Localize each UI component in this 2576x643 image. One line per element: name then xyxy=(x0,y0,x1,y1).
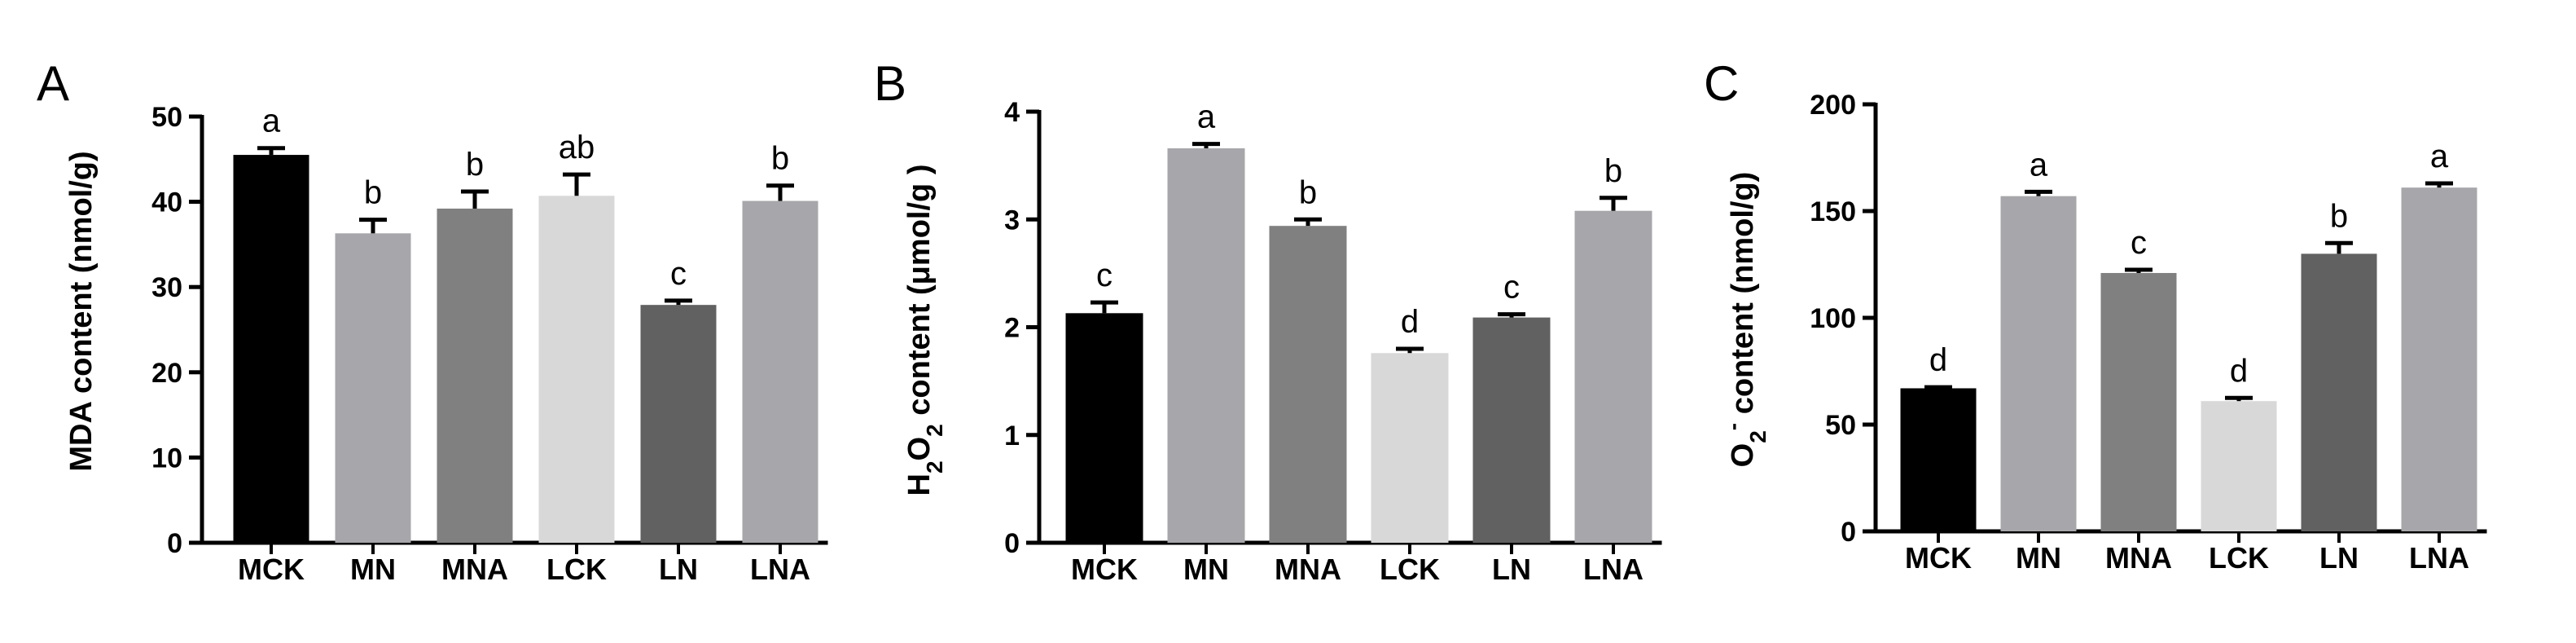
significance-letter: a xyxy=(2430,139,2449,174)
bar-mn xyxy=(335,233,411,543)
bar-mck xyxy=(1900,388,1977,531)
bar-mn xyxy=(1167,148,1245,543)
x-tick-label: LNA xyxy=(2409,541,2469,575)
y-tick-label: 1 xyxy=(1004,421,1020,451)
x-tick-label: LN xyxy=(2319,541,2359,575)
y-tick-label: 3 xyxy=(1004,205,1020,236)
x-tick-label: MCK xyxy=(1905,541,1972,575)
significance-letter: ab xyxy=(559,130,595,165)
y-tick-label: 40 xyxy=(151,187,182,218)
y-label-o: O xyxy=(1726,443,1760,468)
x-tick-label: LN xyxy=(659,553,698,586)
bar-lck xyxy=(1371,353,1449,543)
significance-letter: a xyxy=(1197,99,1216,135)
bar-mna xyxy=(1269,226,1347,543)
panel-a: A MDA content (nmol/g) 0 10 20 30 40 50 a MCK b M… xyxy=(37,56,828,586)
y-tick-label: 4 xyxy=(1004,97,1020,128)
bar-mna xyxy=(437,208,513,543)
x-tick-label: LNA xyxy=(1583,553,1643,586)
significance-letter: c xyxy=(2131,225,2147,261)
x-tick-label: MN xyxy=(2016,541,2061,575)
x-tick-label: MCK xyxy=(1071,553,1138,586)
y-label-rest: content (nmol/g) xyxy=(1726,172,1760,423)
significance-letter: c xyxy=(1096,258,1112,293)
significance-letter: b xyxy=(771,141,789,177)
significance-letter: b xyxy=(2330,198,2348,234)
y-tick-label: 200 xyxy=(1810,90,1856,121)
y-tick-label: 50 xyxy=(1825,410,1856,441)
bar-lna xyxy=(1574,210,1652,543)
y-tick-label: 0 xyxy=(1841,517,1856,548)
y-tick-label: 150 xyxy=(1810,196,1856,227)
bar-lck xyxy=(2201,401,2277,531)
significance-letter: c xyxy=(1503,270,1520,306)
significance-letter: c xyxy=(670,256,687,292)
significance-letter: b xyxy=(364,175,382,211)
y-label-h: H xyxy=(902,473,937,495)
significance-letter: d xyxy=(1929,342,1947,378)
x-tick-label: LN xyxy=(1492,553,1531,586)
panel-letter: C xyxy=(1704,56,1739,111)
panel-b: B H2O2 content (μmol/g ) 01234cMCKaMNbMN… xyxy=(874,56,1662,586)
x-tick-label: LCK xyxy=(2209,541,2269,575)
significance-letter: b xyxy=(1299,174,1317,210)
y-label-sub-2: 2 xyxy=(1745,430,1771,443)
y-label-sup-minus: - xyxy=(1720,423,1745,430)
y-axis-label: MDA content (nmol/g) xyxy=(64,151,99,471)
bar-mna xyxy=(2100,272,2177,531)
x-tick-label: MN xyxy=(1183,553,1229,586)
significance-letter: d xyxy=(2230,353,2248,389)
panel-c: C O2- content (nmol/g) 0 50 100 150 200 d MCK a… xyxy=(1704,56,2487,575)
panel-letter: A xyxy=(37,56,69,111)
bar-mck xyxy=(1065,313,1143,543)
y-tick-label: 0 xyxy=(167,528,182,559)
bar-ln xyxy=(1472,317,1551,543)
y-label-rest: content (μmol/g ) xyxy=(902,165,937,425)
x-tick-label: LCK xyxy=(546,553,607,586)
x-tick-label: MN xyxy=(350,553,396,586)
panel-letter: B xyxy=(874,56,906,111)
significance-letter: b xyxy=(466,147,484,183)
bar-lna xyxy=(2401,187,2477,531)
y-tick-label: 2 xyxy=(1004,313,1020,344)
significance-letter: b xyxy=(1604,153,1622,189)
bar-ln xyxy=(2301,253,2377,531)
x-tick-label: LNA xyxy=(750,553,810,586)
y-tick-label: 0 xyxy=(1004,528,1020,559)
y-label-sub-2: 2 xyxy=(922,424,947,437)
y-tick-label: 30 xyxy=(151,272,182,303)
bar-ln xyxy=(640,305,717,543)
bar-lck xyxy=(538,196,615,543)
y-tick-label: 100 xyxy=(1810,303,1856,334)
bar-mn xyxy=(2000,196,2077,531)
x-tick-label: LCK xyxy=(1380,553,1440,586)
y-label-o: O xyxy=(902,437,937,461)
x-tick-label: MNA xyxy=(1275,553,1341,586)
y-axis-label: H2O2 content (μmol/g ) xyxy=(902,165,947,496)
y-tick-label: 50 xyxy=(151,102,182,133)
significance-letter: d xyxy=(1401,304,1419,340)
y-tick-label: 10 xyxy=(151,443,182,473)
significance-letter: a xyxy=(262,103,281,139)
y-axis-label: O2- content (nmol/g) xyxy=(1720,172,1771,468)
bar-mck xyxy=(233,155,309,543)
x-tick-label: MNA xyxy=(2105,541,2172,575)
bar-lna xyxy=(742,200,818,543)
y-label-sub-2: 2 xyxy=(922,460,947,473)
y-tick-label: 20 xyxy=(151,358,182,389)
significance-letter: a xyxy=(2030,147,2048,183)
x-tick-label: MCK xyxy=(238,553,305,586)
x-tick-label: MNA xyxy=(441,553,508,586)
